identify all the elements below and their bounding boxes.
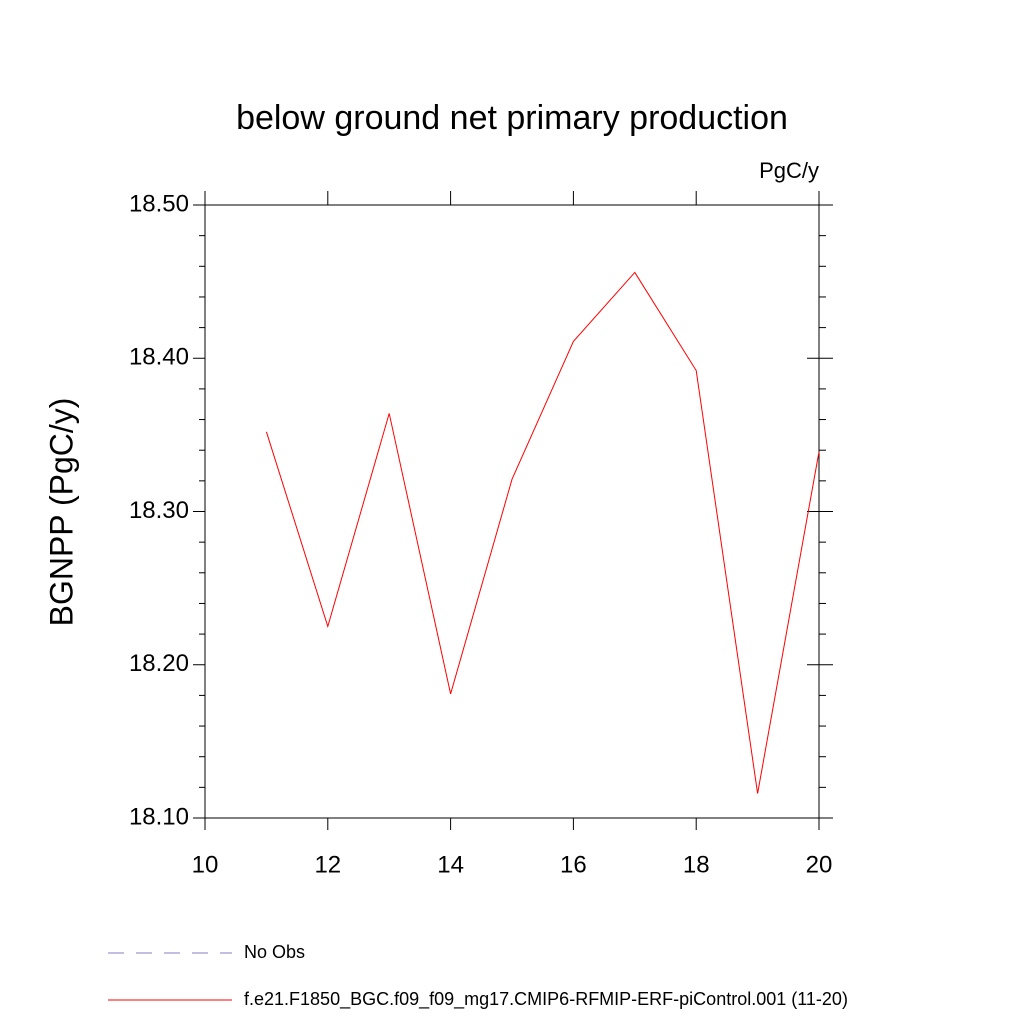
x-tick-label: 16 — [560, 851, 587, 878]
x-tick-label: 10 — [192, 851, 219, 878]
legend-label: f.e21.F1850_BGC.f09_f09_mg17.CMIP6-RFMIP… — [244, 989, 848, 1010]
y-tick-label: 18.10 — [129, 803, 189, 830]
y-tick-label: 18.30 — [129, 497, 189, 524]
data-line — [265, 271, 820, 794]
x-tick-label: 12 — [314, 851, 341, 878]
y-tick-label: 18.20 — [129, 650, 189, 677]
legend-label: No Obs — [244, 942, 305, 962]
x-tick-label: 14 — [437, 851, 464, 878]
chart-title: below ground net primary production — [236, 99, 788, 137]
plot-frame — [204, 204, 820, 819]
y-tick-label: 18.50 — [129, 190, 189, 217]
x-tick-label: 18 — [683, 851, 710, 878]
units-label: PgC/y — [759, 158, 819, 183]
y-axis-label: BGNPP (PgC/y) — [43, 398, 79, 627]
y-tick-label: 18.40 — [129, 344, 189, 371]
x-tick-label: 20 — [806, 851, 833, 878]
